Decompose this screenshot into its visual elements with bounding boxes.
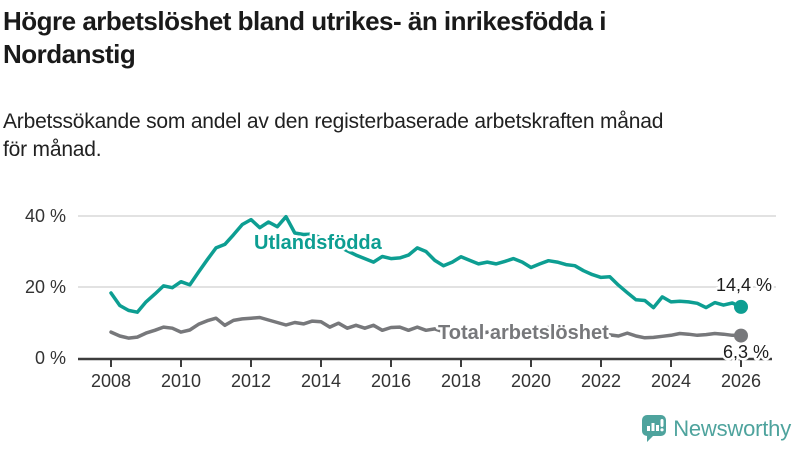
logo-exclamation-dot <box>660 428 664 432</box>
x-axis-tick-label: 2014 <box>301 371 341 391</box>
series-label-utlandsfodda: Utlandsfödda <box>254 232 383 254</box>
end-value-label-utlandsfodda: 14,4 % <box>716 275 772 295</box>
x-axis-tick-label: 2024 <box>651 371 691 391</box>
logo-bar-3 <box>656 425 660 431</box>
y-axis-tick-label: 0 % <box>35 348 66 368</box>
x-axis-tick-label: 2016 <box>371 371 411 391</box>
series-label-total: Total arbetslöshet <box>438 322 609 344</box>
series-line-utlandsfodda <box>109 214 743 314</box>
x-axis-ticks: 2008 2010 2012 2014 2016 2018 2020 2022 2024 2026 <box>91 359 761 391</box>
end-value-label-total: 6,3 % <box>723 342 769 362</box>
brand-logo: Newsworthy <box>642 415 791 442</box>
gridlines <box>78 215 776 288</box>
x-axis-tick-label: 2012 <box>231 371 271 391</box>
chart-subtitle-line2: för månad. <box>3 138 102 161</box>
x-axis-tick-label: 2022 <box>581 371 621 391</box>
logo-bar-1 <box>647 426 651 431</box>
x-axis-tick-label: 2026 <box>721 371 761 391</box>
series-line-total-arbetsloshet <box>109 315 743 340</box>
x-axis-tick-label: 2020 <box>511 371 551 391</box>
series-end-dot-total <box>734 328 748 343</box>
x-axis-tick-label: 2010 <box>161 371 201 391</box>
y-axis-tick-label: 40 % <box>25 206 66 226</box>
x-axis-tick-label: 2018 <box>441 371 481 391</box>
series-end-dot-utlandsfodda <box>734 299 748 314</box>
chart-title-line2: Nordanstig <box>3 39 136 69</box>
logo-bar-2 <box>651 423 655 431</box>
chart-title-line1: Högre arbetslöshet bland utrikes- än inr… <box>3 6 606 36</box>
x-axis-tick-label: 2008 <box>91 371 131 391</box>
chart-title: Högre arbetslöshet bland utrikes- än inr… <box>3 5 793 71</box>
y-axis-labels: 0 % 20 % 40 % <box>25 206 66 368</box>
chart-subtitle-line1: Arbetssökande som andel av den registerb… <box>3 110 664 133</box>
y-axis-tick-label: 20 % <box>25 277 66 297</box>
brand-name: Newsworthy <box>673 415 791 441</box>
logo-exclamation-bar <box>660 419 664 427</box>
newsworthy-icon <box>642 415 667 442</box>
chart-subtitle: Arbetssökande som andel av den registerb… <box>3 108 793 164</box>
